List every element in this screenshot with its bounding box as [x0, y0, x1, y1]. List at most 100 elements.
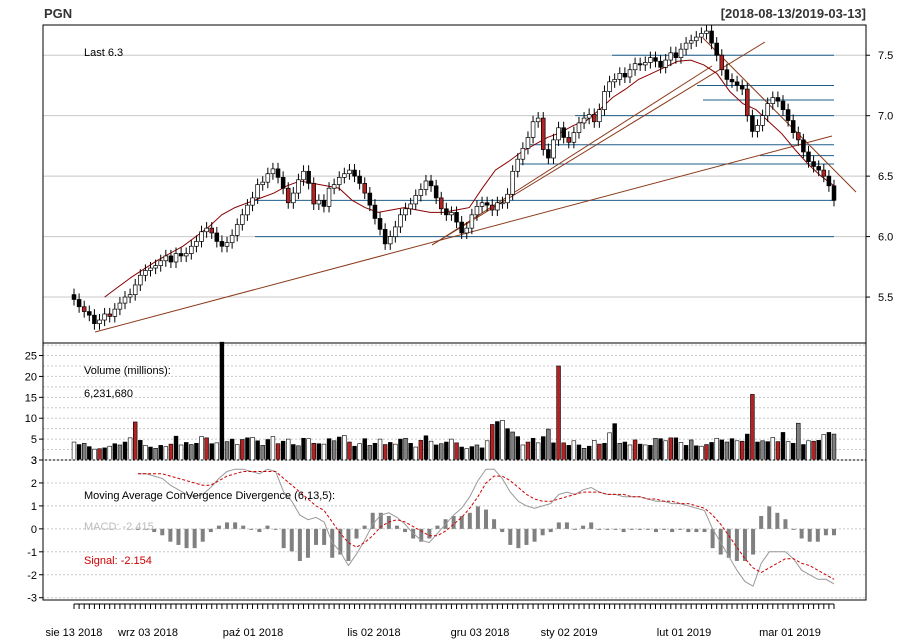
volume-bar [112, 443, 118, 461]
candle-body [765, 103, 770, 117]
volume-bar [286, 438, 291, 461]
volume-bar [194, 442, 199, 461]
volume-bar [81, 442, 87, 461]
volume-bar [117, 444, 123, 461]
candle-body [602, 91, 607, 110]
candlestick [71, 288, 77, 306]
candlestick [87, 305, 92, 322]
volume-bar [122, 441, 128, 461]
volume-bar [581, 447, 587, 461]
candlestick [561, 121, 566, 144]
macd-tick-label: -2 [27, 570, 37, 582]
volume-bar [505, 428, 510, 461]
macd-histogram-bar [273, 528, 278, 530]
volume-bar [637, 443, 643, 461]
candle-body [821, 169, 827, 177]
candlestick [806, 145, 811, 168]
volume-bar [607, 432, 612, 461]
candle-body [219, 241, 225, 247]
candlestick [479, 196, 485, 213]
candle-body [658, 60, 663, 68]
volume-bar [178, 444, 184, 461]
candle-body [831, 185, 837, 201]
volume-bar [296, 445, 301, 461]
candle-body [474, 206, 480, 216]
volume-bar [525, 441, 531, 461]
candlestick [291, 187, 296, 209]
macd-histogram-bar [702, 528, 707, 533]
candlestick [535, 112, 541, 128]
candlestick [97, 313, 102, 330]
candlestick [663, 54, 668, 74]
macd-histogram-bar [815, 528, 820, 542]
candle-body [719, 54, 725, 71]
candle-body [673, 52, 679, 58]
macd-histogram-bar [484, 509, 488, 529]
volume-bar [760, 440, 765, 461]
candle-body [714, 42, 719, 56]
volume-bar [673, 437, 679, 461]
candlestick [214, 226, 220, 248]
candle-body [132, 284, 138, 295]
candle-body [270, 168, 276, 175]
price-tick-label: 7.5 [878, 50, 893, 62]
candle-body [724, 69, 730, 80]
volume-bar [510, 431, 515, 461]
volume-bar [362, 438, 367, 461]
macd-histogram-bar [184, 528, 189, 549]
volume-tick-label: 20 [25, 371, 37, 383]
date-range-label: [2018-08-13/2019-03-13] [721, 6, 866, 21]
volume-bar [643, 444, 648, 461]
volume-bar [770, 437, 776, 461]
candlestick [592, 108, 597, 128]
candle-body [581, 117, 587, 124]
macd-histogram-bar [459, 516, 464, 529]
candle-body [734, 81, 740, 86]
candlestick [643, 56, 648, 71]
trend-line [94, 135, 833, 333]
macd-histogram-bar [524, 528, 529, 545]
candle-body [806, 151, 811, 162]
candlestick [469, 208, 475, 235]
candle-body [484, 202, 490, 206]
macd-tick-label: -1 [27, 547, 37, 559]
candlestick [755, 119, 760, 138]
candlestick [306, 165, 311, 190]
candle-body [444, 208, 449, 216]
volume-bar [372, 442, 378, 461]
volume-bar [71, 441, 77, 461]
candle-body [648, 57, 653, 63]
last-price-label: Last 6.3 [84, 47, 123, 59]
macd-histogram-bar [759, 516, 764, 529]
candlestick [444, 202, 449, 221]
candlestick [296, 173, 301, 200]
candle-body [459, 221, 464, 234]
volume-bar [102, 447, 107, 461]
candle-body [469, 214, 475, 229]
candlestick [367, 187, 373, 212]
macd-histogram-bar [305, 528, 310, 558]
candle-body [489, 204, 495, 211]
volume-tick-label: 10 [25, 413, 37, 425]
candle-body [352, 169, 357, 177]
candlestick [189, 240, 194, 260]
candlestick [199, 225, 204, 248]
volume-bar [209, 443, 214, 461]
volume-bar [474, 444, 480, 461]
macd-histogram-bar [233, 522, 238, 529]
price-tick-label: 6.0 [878, 232, 893, 244]
volume-bar [668, 437, 673, 461]
candlestick [632, 57, 638, 76]
candlestick [81, 300, 87, 318]
candle-body [709, 30, 714, 44]
candlestick [760, 109, 765, 132]
candlestick [739, 79, 745, 96]
candlestick [347, 164, 352, 180]
macd-histogram-bar [208, 528, 213, 533]
volume-bar [699, 445, 704, 461]
candle-body [546, 149, 551, 159]
candlestick [454, 206, 459, 229]
macd-histogram-bar [322, 528, 327, 545]
candle-body [362, 183, 368, 194]
candle-body [530, 121, 536, 138]
